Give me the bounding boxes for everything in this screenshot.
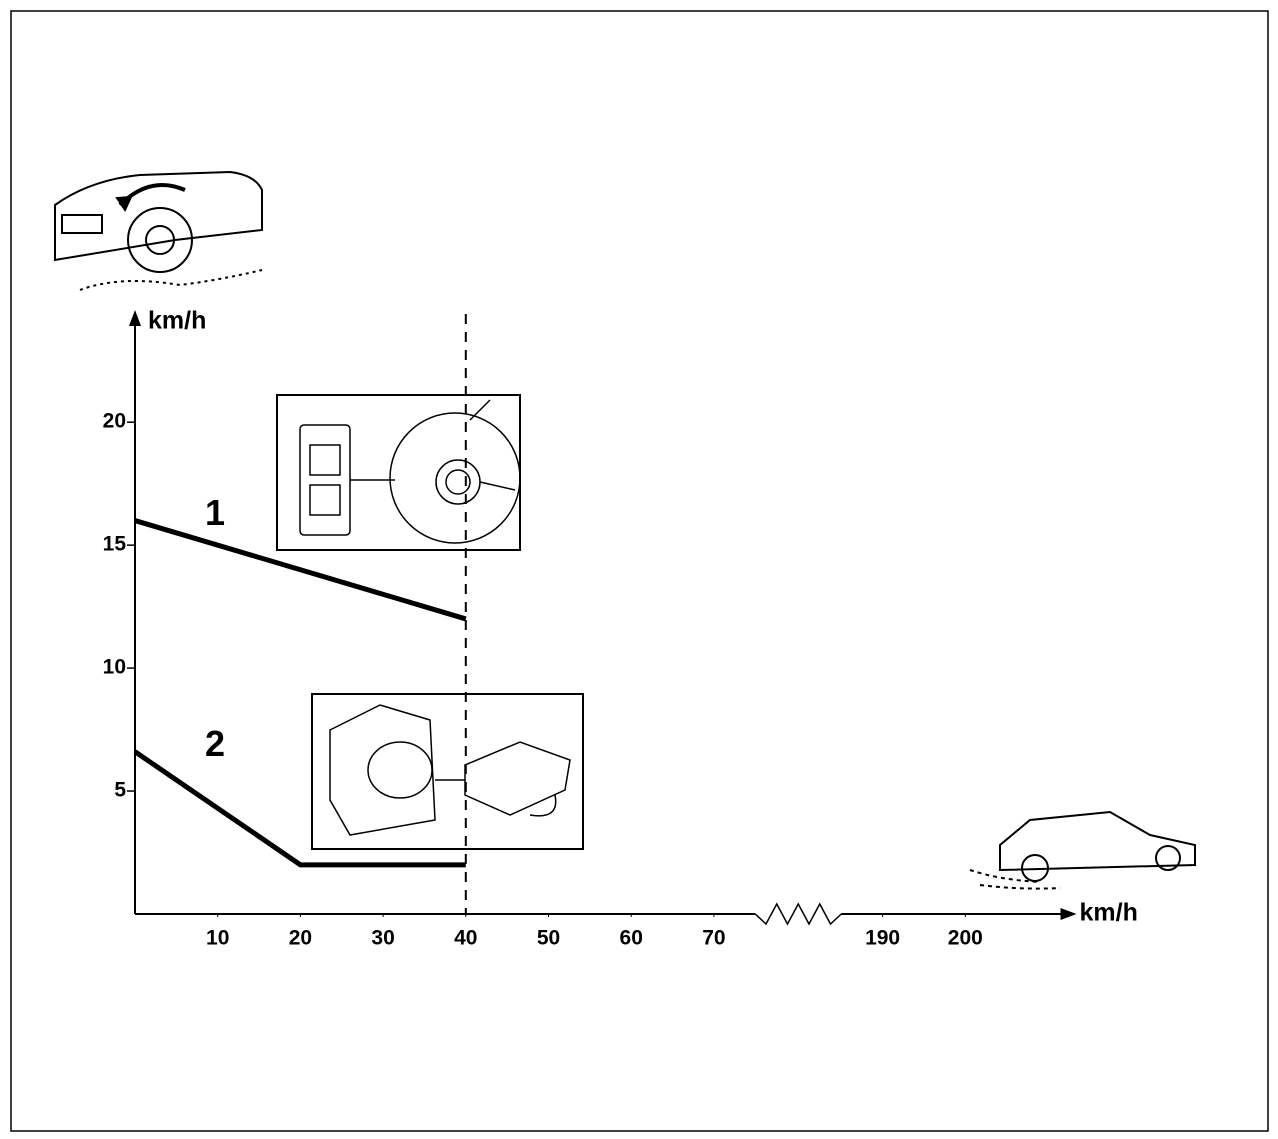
- frame: [11, 11, 1268, 1131]
- y-axis-title: km/h: [148, 307, 206, 335]
- y-tick-label: 20: [103, 410, 126, 433]
- x-tick-label: 20: [289, 927, 312, 950]
- x-tick-label: 70: [702, 927, 725, 950]
- x-tick-label: 10: [206, 927, 229, 950]
- inset-wheel-sensor: [277, 395, 520, 550]
- inset-engine-control: [312, 694, 583, 849]
- x-tick-label: 60: [620, 927, 643, 950]
- x-tick-label: 200: [948, 927, 983, 950]
- series-label: 2: [205, 723, 225, 764]
- y-tick-label: 10: [103, 656, 126, 679]
- x-tick-label: 190: [865, 927, 900, 950]
- y-tick-label: 15: [103, 533, 127, 556]
- x-tick-label: 30: [371, 927, 394, 950]
- y-tick-label: 5: [114, 779, 126, 802]
- x-axis-title: km/h: [1080, 899, 1138, 927]
- x-tick-label: 40: [454, 927, 477, 950]
- x-tick-label: 50: [537, 927, 560, 950]
- series-label: 1: [205, 492, 225, 533]
- chart: km/h km/h 5 10 15 20 10 20 30 40 50 60 70 190 200 1 2: [0, 0, 1278, 1134]
